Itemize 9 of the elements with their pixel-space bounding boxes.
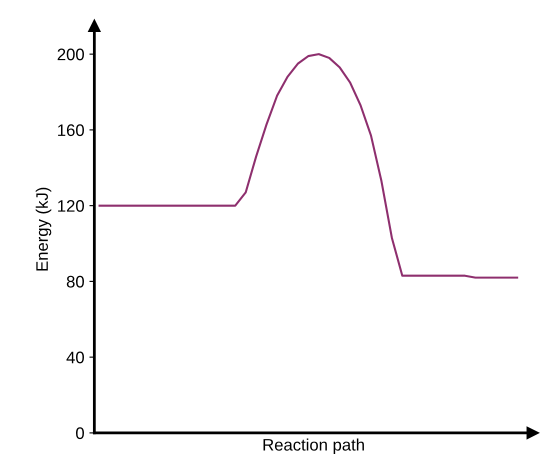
y-tick-label: 80 — [66, 276, 84, 288]
y-axis-title: Energy (kJ) — [36, 188, 52, 271]
y-tick-label: 0 — [76, 427, 84, 440]
x-axis-title: Reaction path — [264, 438, 364, 454]
y-tick-label: 120 — [58, 200, 84, 212]
y-tick-label: 160 — [58, 124, 84, 136]
y-tick-label: 200 — [58, 48, 84, 60]
y-tick-label: 40 — [66, 352, 84, 364]
line-series — [98, 53, 518, 279]
